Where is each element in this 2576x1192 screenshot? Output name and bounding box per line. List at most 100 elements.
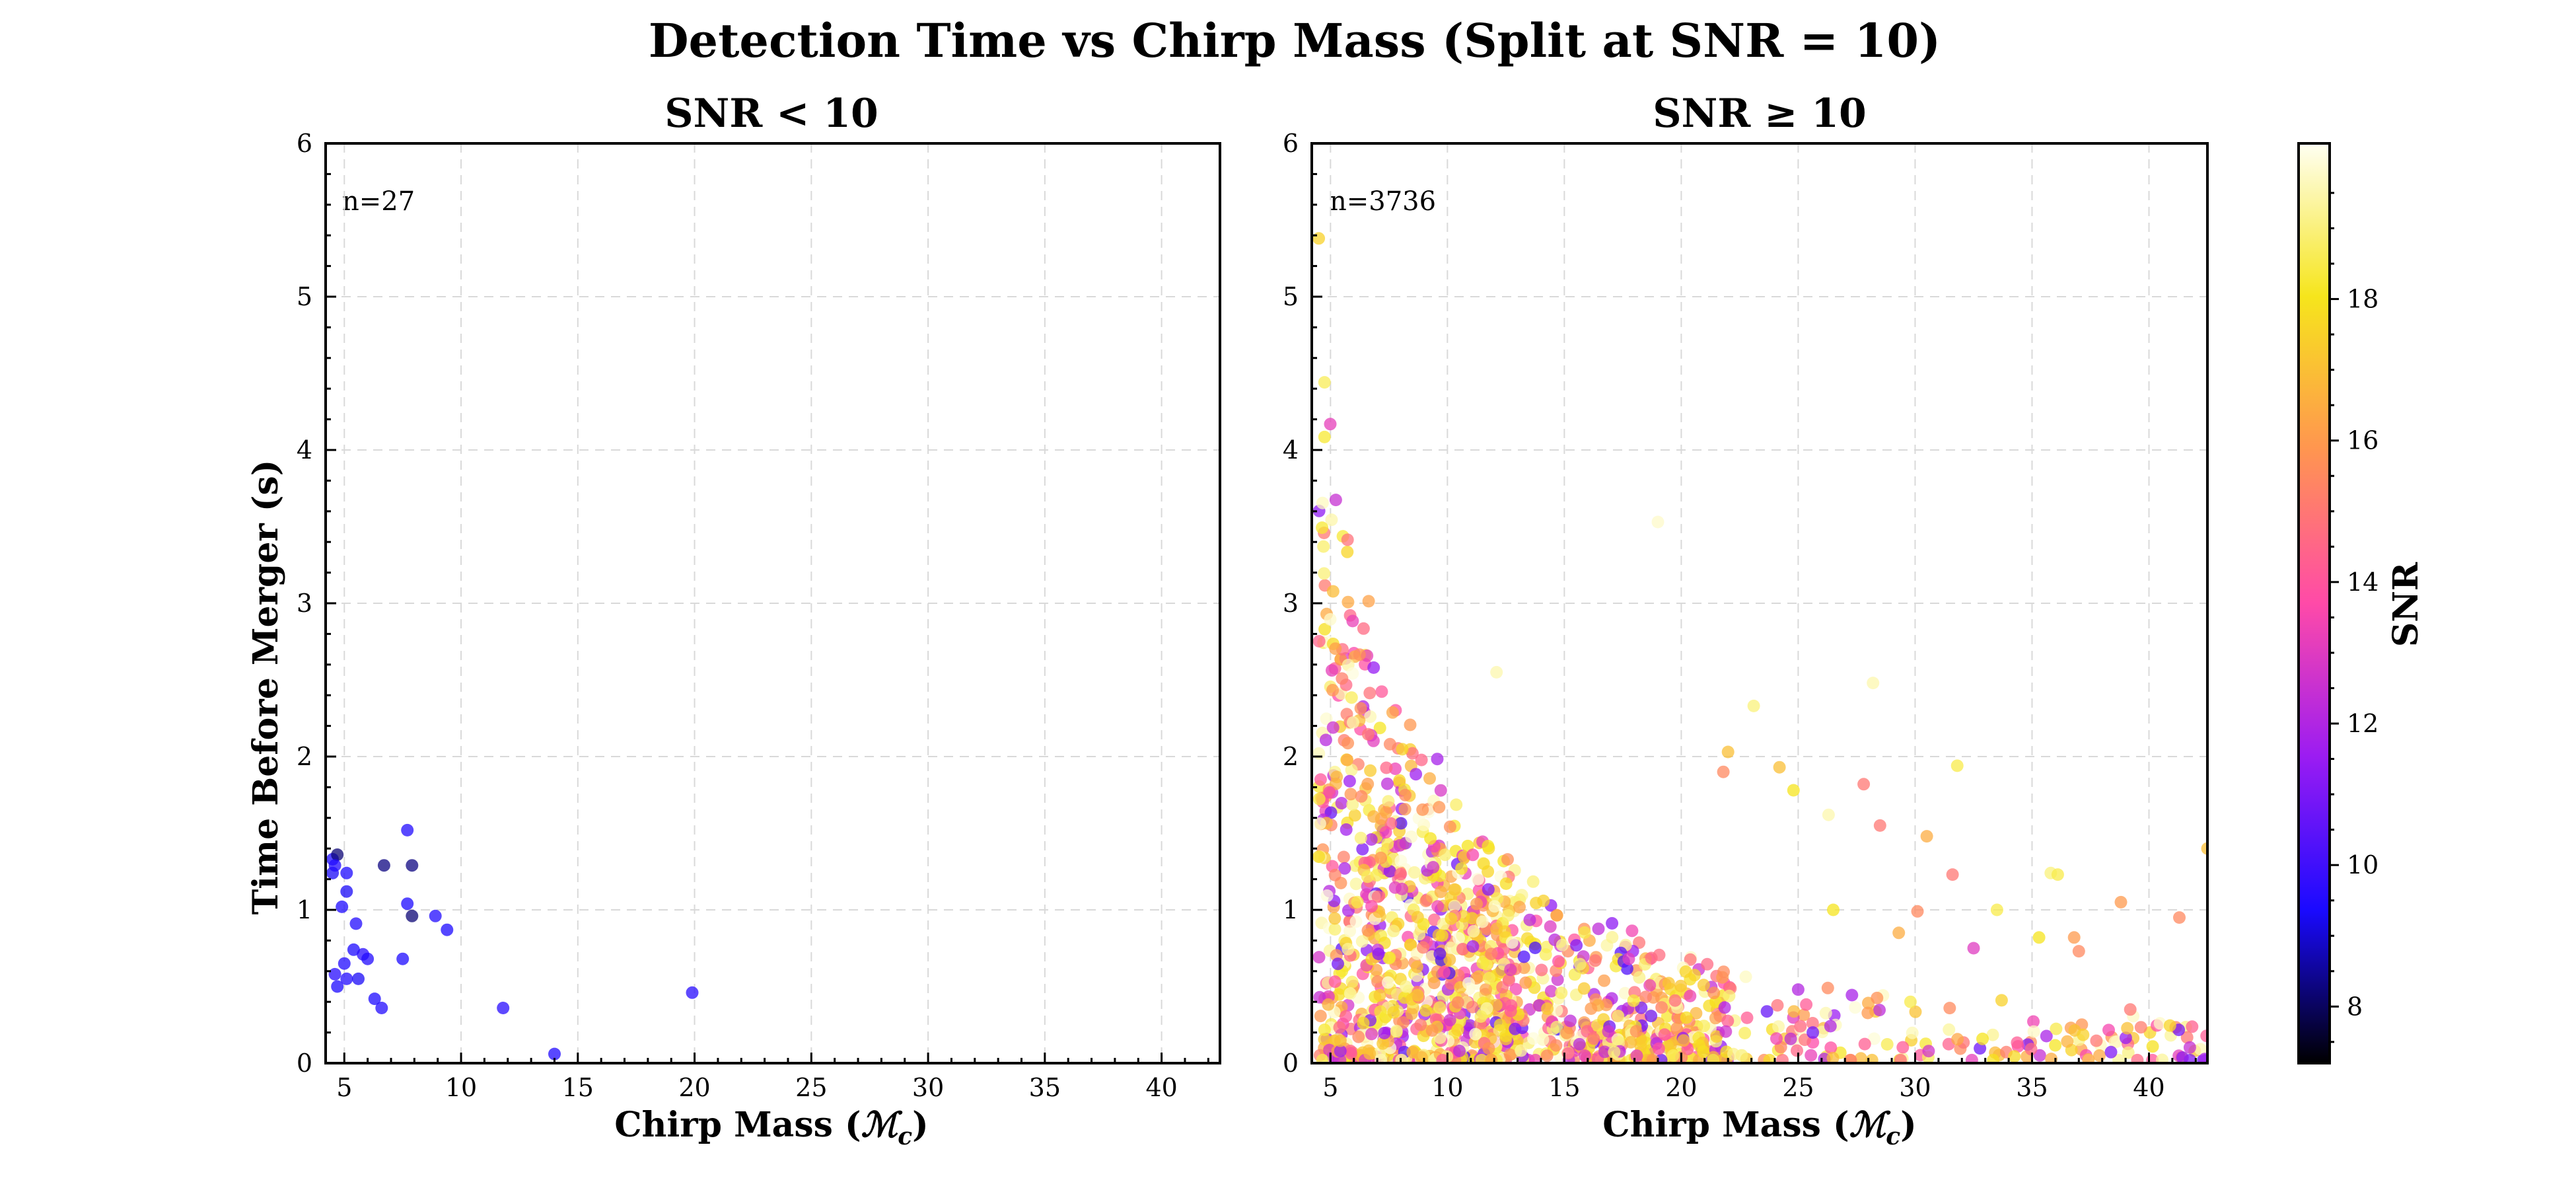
panel-title-left: SNR < 10 (664, 91, 878, 137)
data-point (1383, 951, 1396, 964)
data-point (1679, 965, 1692, 978)
data-point (1577, 982, 1591, 995)
data-point (1348, 809, 1361, 822)
data-point (1387, 1006, 1400, 1019)
data-point (1362, 595, 1375, 608)
x-tick-label: 40 (2133, 1073, 2165, 1102)
data-point (1433, 801, 1446, 814)
data-point (1499, 1029, 1513, 1043)
data-point (1393, 774, 1406, 787)
data-point (497, 1002, 510, 1014)
colorbar-label: SNR (2386, 562, 2426, 647)
y-tick-label: 5 (297, 282, 312, 311)
data-point (1943, 1002, 1956, 1015)
data-point (2027, 1025, 2040, 1038)
data-point (1356, 842, 1369, 856)
data-point (1346, 615, 1359, 628)
data-point (1381, 837, 1394, 850)
data-point (1345, 763, 1358, 776)
data-point (1404, 718, 1417, 731)
colorbar-tick-label: 12 (2347, 709, 2379, 738)
data-point (1419, 895, 1433, 907)
data-point (1363, 1047, 1377, 1060)
data-point (2093, 1049, 2106, 1062)
data-point (1466, 940, 1480, 953)
data-point (1987, 1053, 2000, 1063)
data-point (368, 992, 381, 1006)
data-point (396, 952, 410, 965)
data-point (1417, 918, 1430, 931)
data-point (340, 972, 353, 985)
data-point (1371, 975, 1384, 988)
data-point (1504, 963, 1517, 977)
x-tick-label: 10 (445, 1073, 477, 1102)
data-point (1995, 994, 2008, 1007)
colorbar-frame (2297, 142, 2331, 1064)
data-point (1398, 803, 1412, 816)
data-point (1739, 970, 1752, 983)
data-point (1453, 1045, 1466, 1057)
data-point (1670, 1022, 1684, 1035)
data-point (1718, 1001, 1731, 1014)
data-point (1380, 761, 1393, 774)
data-point (1416, 803, 1429, 816)
data-point (1419, 1004, 1433, 1017)
x-tick-label: 20 (1665, 1073, 1697, 1102)
y-tick-label: 0 (1283, 1049, 1299, 1078)
count-annotation-right: n=3736 (1330, 186, 1436, 217)
data-point (1763, 1053, 1776, 1063)
data-point (1909, 1005, 1922, 1018)
colorbar-tick-label: 16 (2347, 426, 2379, 455)
data-point (1314, 773, 1327, 786)
data-point (2077, 1028, 2090, 1041)
data-point (2104, 1045, 2118, 1059)
y-tick-label: 3 (297, 589, 312, 618)
y-axis-label: Time Before Merger (s) (246, 460, 286, 915)
data-point (1367, 661, 1380, 674)
data-point (1680, 1011, 1693, 1024)
data-point (1800, 998, 1813, 1011)
data-point (1598, 1045, 1611, 1059)
data-point (1431, 753, 1444, 766)
data-point (2153, 1017, 2166, 1030)
data-point (328, 859, 341, 872)
data-point (1374, 1005, 1387, 1018)
data-point (1377, 1037, 1390, 1050)
data-point (1353, 648, 1366, 661)
data-point (1598, 974, 1611, 987)
data-point (1455, 862, 1468, 875)
data-point (1723, 989, 1736, 1002)
data-point (1406, 747, 1419, 760)
data-point (2201, 842, 2207, 855)
data-point (1529, 1053, 1542, 1063)
data-point (686, 986, 699, 999)
data-point (1396, 743, 1409, 756)
data-point (1373, 988, 1386, 1002)
data-point (1707, 987, 1721, 1000)
data-point (1452, 932, 1465, 945)
data-point (1326, 585, 1340, 598)
data-point (1451, 996, 1464, 1009)
data-point (1747, 699, 1760, 712)
data-point (1361, 778, 1375, 790)
data-point (1707, 1053, 1720, 1063)
data-point (1361, 870, 1374, 883)
data-point (2121, 1022, 2134, 1035)
data-point (1537, 894, 1550, 907)
data-point (1904, 995, 1917, 1008)
data-point (1363, 687, 1377, 700)
data-point (1386, 706, 1399, 719)
data-point (1378, 1027, 1391, 1039)
x-tick-label: 35 (1029, 1073, 1061, 1102)
data-point (1826, 1051, 1840, 1063)
data-point (1342, 595, 1355, 609)
data-point (1798, 1033, 1811, 1047)
data-point (1318, 622, 1332, 636)
data-point (1344, 1047, 1357, 1060)
data-point (2108, 1035, 2122, 1049)
data-point (2090, 1034, 2103, 1047)
data-point (1325, 513, 1338, 527)
data-point (1483, 971, 1495, 985)
data-point (2008, 1050, 2021, 1063)
data-point (1629, 1025, 1643, 1038)
